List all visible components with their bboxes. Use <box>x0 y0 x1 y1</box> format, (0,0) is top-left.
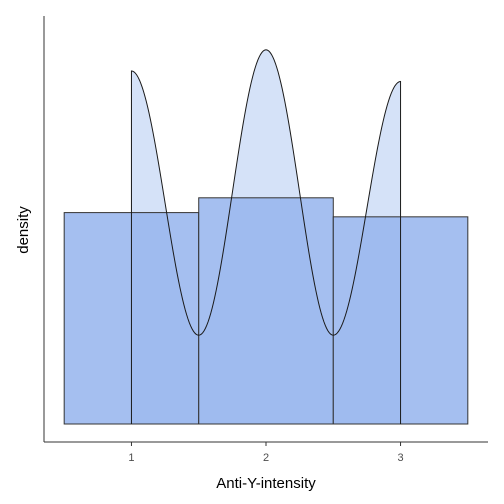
histogram-bars <box>63 197 469 425</box>
x-axis: 1 2 3 <box>44 441 488 464</box>
x-tick-label-2: 2 <box>263 452 269 464</box>
histogram-bar-2 <box>198 197 334 425</box>
plot-panel <box>63 49 469 425</box>
x-axis-title: Anti-Y-intensity <box>216 475 316 492</box>
density-curve-line <box>130 49 402 424</box>
x-tick-label-1: 1 <box>128 452 134 464</box>
y-axis-title: density <box>15 206 32 254</box>
x-ticks: 1 2 3 <box>128 442 404 464</box>
x-tick-label-3: 3 <box>397 452 403 464</box>
